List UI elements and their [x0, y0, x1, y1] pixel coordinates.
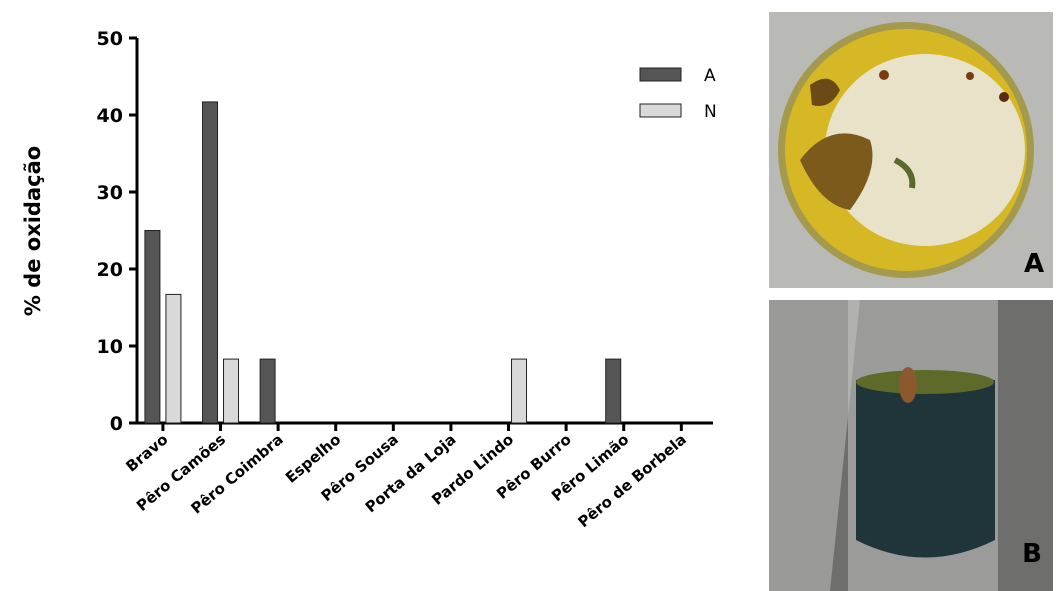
photo-a: [769, 12, 1053, 288]
legend-swatch: [640, 104, 681, 117]
bar: [203, 102, 218, 423]
y-tick-label: 0: [110, 413, 123, 435]
bar: [512, 359, 527, 423]
bar: [606, 359, 621, 423]
y-tick-label: 30: [97, 182, 123, 204]
legend-label: N: [704, 102, 717, 122]
x-tick-label: Pêro de Borbela: [574, 430, 689, 531]
panel-label: A: [1024, 249, 1044, 279]
y-tick-label: 20: [97, 259, 123, 281]
y-tick-label: 10: [97, 336, 123, 358]
figure: A B % de oxidação 01020304050BravoPêro C…: [0, 0, 1056, 591]
y-axis-label: % de oxidação: [21, 146, 45, 316]
y-tick-label: 50: [97, 28, 123, 50]
bar: [260, 359, 275, 423]
photo-b: [769, 300, 1053, 591]
bar: [224, 359, 239, 423]
legend-label: A: [704, 66, 716, 86]
x-tick-label: Bravo: [122, 430, 171, 475]
panel-label: B: [1022, 539, 1042, 569]
bar: [145, 231, 160, 424]
y-tick-label: 40: [97, 105, 123, 127]
legend-swatch: [640, 68, 681, 81]
bar: [166, 294, 181, 423]
